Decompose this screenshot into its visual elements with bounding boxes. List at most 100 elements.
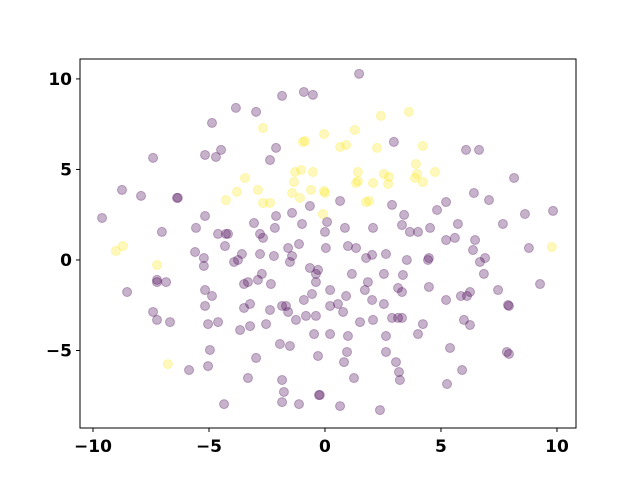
point bbox=[306, 289, 317, 300]
point bbox=[265, 279, 276, 290]
point bbox=[242, 373, 253, 384]
point bbox=[352, 176, 363, 187]
point bbox=[375, 110, 386, 121]
point bbox=[298, 86, 309, 97]
point bbox=[278, 386, 289, 397]
point bbox=[220, 195, 231, 206]
point bbox=[546, 241, 557, 252]
point bbox=[410, 159, 421, 170]
point bbox=[351, 178, 362, 189]
point bbox=[425, 222, 436, 233]
y-tick-label: −5 bbox=[46, 342, 72, 362]
point bbox=[464, 319, 475, 330]
point bbox=[136, 190, 147, 201]
point bbox=[314, 390, 325, 401]
point bbox=[393, 312, 404, 323]
point bbox=[432, 205, 443, 216]
point bbox=[203, 319, 214, 330]
point bbox=[387, 199, 398, 210]
point bbox=[307, 89, 318, 100]
point bbox=[204, 344, 215, 355]
point bbox=[251, 352, 262, 363]
point bbox=[148, 306, 159, 317]
point bbox=[394, 375, 405, 386]
point bbox=[397, 270, 408, 281]
point bbox=[304, 201, 315, 212]
point bbox=[200, 300, 211, 311]
point bbox=[501, 346, 512, 357]
point bbox=[342, 241, 353, 252]
point bbox=[255, 249, 266, 260]
point bbox=[219, 399, 230, 410]
point bbox=[258, 122, 269, 133]
point bbox=[242, 277, 253, 288]
point bbox=[261, 319, 272, 330]
point bbox=[503, 300, 514, 311]
point bbox=[283, 243, 294, 254]
point bbox=[265, 197, 276, 208]
point bbox=[325, 285, 336, 296]
point bbox=[229, 256, 240, 267]
point bbox=[294, 239, 305, 250]
point bbox=[352, 166, 363, 177]
point bbox=[338, 306, 349, 317]
point bbox=[374, 405, 385, 416]
point bbox=[223, 228, 234, 239]
point bbox=[265, 155, 276, 166]
point bbox=[207, 291, 218, 302]
point bbox=[335, 141, 346, 152]
point bbox=[219, 241, 230, 252]
point bbox=[184, 365, 195, 376]
point bbox=[110, 245, 121, 256]
point bbox=[198, 260, 209, 271]
point bbox=[387, 312, 398, 323]
x-tick-label: −10 bbox=[74, 437, 112, 457]
point bbox=[287, 207, 298, 218]
point bbox=[230, 102, 241, 113]
point bbox=[332, 298, 343, 309]
point bbox=[423, 252, 434, 263]
point bbox=[319, 187, 330, 198]
point bbox=[339, 357, 350, 368]
point bbox=[417, 176, 428, 187]
point bbox=[161, 277, 172, 288]
point bbox=[474, 256, 485, 267]
point bbox=[248, 218, 259, 229]
point bbox=[322, 216, 333, 227]
plot-frame bbox=[79, 58, 577, 429]
point bbox=[277, 397, 288, 408]
point bbox=[497, 218, 508, 229]
point bbox=[519, 208, 530, 219]
point bbox=[503, 348, 514, 359]
point bbox=[458, 314, 469, 325]
point bbox=[403, 106, 414, 117]
point bbox=[457, 365, 468, 376]
point bbox=[441, 294, 452, 305]
point bbox=[442, 379, 453, 390]
x-tick-label: −5 bbox=[196, 437, 222, 457]
point bbox=[287, 250, 298, 261]
point bbox=[354, 68, 365, 79]
point bbox=[493, 285, 504, 296]
point bbox=[152, 277, 163, 288]
point bbox=[190, 247, 201, 258]
point bbox=[116, 184, 127, 195]
point bbox=[368, 222, 379, 233]
point bbox=[313, 264, 324, 275]
point bbox=[380, 331, 391, 342]
point bbox=[361, 252, 372, 263]
point bbox=[371, 142, 382, 153]
point bbox=[523, 243, 534, 254]
point bbox=[368, 314, 379, 325]
point bbox=[203, 361, 214, 372]
point bbox=[409, 172, 420, 183]
point bbox=[455, 291, 466, 302]
point bbox=[390, 357, 401, 368]
point bbox=[341, 291, 352, 302]
point bbox=[236, 249, 247, 260]
point bbox=[283, 306, 294, 317]
point bbox=[348, 373, 359, 384]
point bbox=[335, 195, 346, 206]
point bbox=[306, 184, 317, 195]
point bbox=[351, 243, 362, 254]
